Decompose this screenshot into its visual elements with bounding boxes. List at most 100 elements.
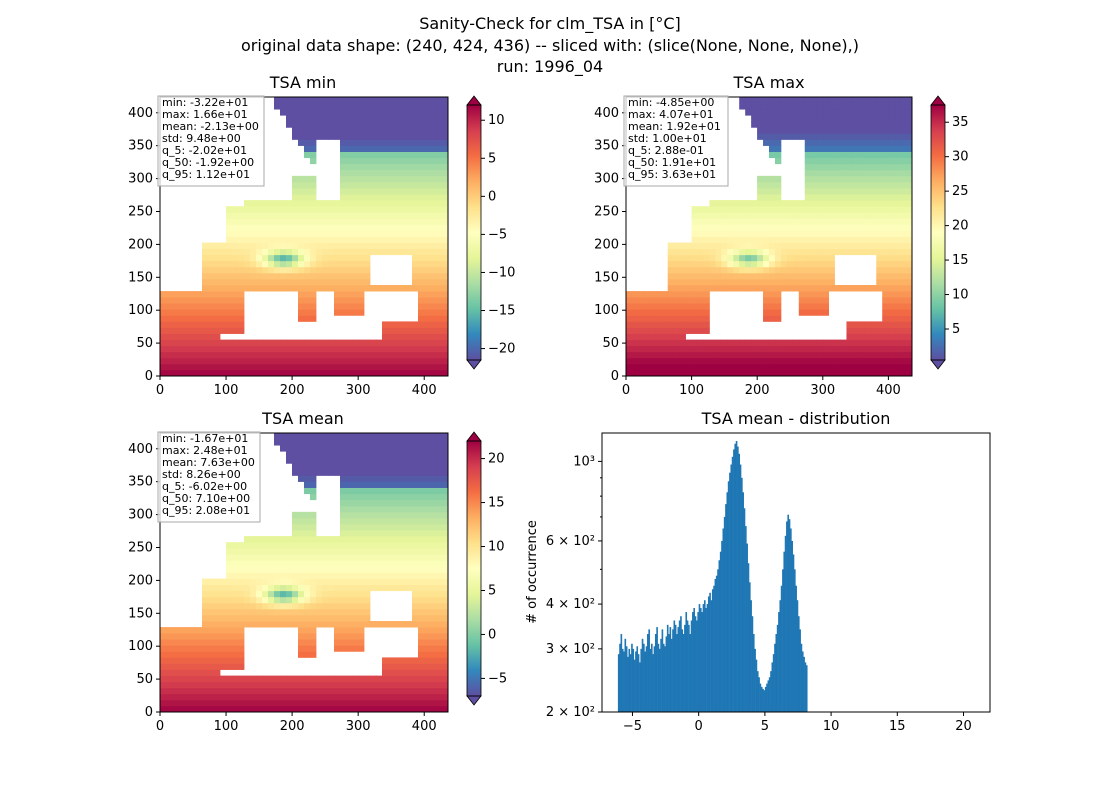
- map-cell: [436, 699, 443, 707]
- map-cell: [286, 542, 293, 549]
- map-cell: [888, 266, 895, 274]
- map-cell: [382, 548, 389, 555]
- map-cell: [316, 363, 323, 371]
- map-cell: [697, 272, 704, 280]
- map-cell: [226, 357, 233, 365]
- map-cell: [352, 499, 359, 507]
- map-cell: [346, 127, 353, 134]
- map-cell: [900, 145, 907, 152]
- map-cell: [388, 463, 395, 470]
- map-cell: [370, 548, 377, 555]
- map-cell: [208, 339, 215, 347]
- map-cell: [637, 315, 645, 322]
- map-cell: [715, 272, 722, 280]
- map-cell: [340, 560, 347, 567]
- map-cell: [298, 621, 305, 628]
- map-cell: [810, 369, 818, 377]
- map-cell: [430, 242, 437, 250]
- map-cell: [304, 602, 311, 610]
- map-cell: [190, 315, 197, 322]
- map-cell: [763, 139, 770, 146]
- map-cell: [751, 97, 758, 104]
- map-cell: [382, 333, 389, 341]
- map-cell: [298, 315, 305, 322]
- map-cell: [238, 596, 245, 604]
- map-cell: [226, 590, 233, 598]
- map-cell: [328, 224, 335, 231]
- map-cell: [418, 254, 425, 262]
- map-cell: [685, 285, 692, 292]
- map-cell: [274, 560, 281, 567]
- map-cell: [334, 621, 341, 628]
- map-cell: [810, 145, 818, 152]
- map-cell: [882, 285, 889, 292]
- map-cell: [721, 242, 728, 250]
- map-cell: [406, 621, 413, 628]
- map-cell: [739, 230, 746, 237]
- histogram-bar: [752, 634, 755, 712]
- x-tick-label: 200: [280, 719, 305, 734]
- map-cell: [310, 481, 317, 488]
- map-cell: [298, 542, 305, 549]
- map-cell: [906, 242, 913, 250]
- map-cell: [709, 230, 716, 237]
- map-cell: [876, 181, 883, 189]
- map-cell: [160, 639, 167, 646]
- map-cell: [298, 236, 305, 243]
- map-cell: [430, 578, 437, 586]
- map-cell: [358, 163, 365, 171]
- map-cell: [328, 596, 335, 604]
- map-cell: [637, 291, 645, 298]
- map-cell: [400, 212, 407, 219]
- map-cell: [334, 357, 341, 365]
- map-cell: [412, 157, 419, 165]
- map-cell: [888, 291, 895, 298]
- histogram-bar: [629, 654, 632, 712]
- map-cell: [292, 266, 299, 274]
- map-cell: [774, 139, 782, 146]
- map-cell: [418, 505, 425, 513]
- map-cell: [436, 115, 443, 122]
- map-cell: [828, 224, 835, 231]
- map-cell: [763, 357, 770, 365]
- map-cell: [328, 230, 335, 237]
- map-cell: [631, 321, 639, 328]
- map-cell: [352, 602, 359, 610]
- map-cell: [244, 369, 251, 377]
- map-cell: [394, 699, 401, 707]
- y-tick-label: 400: [594, 106, 619, 121]
- map-cell: [322, 584, 329, 592]
- map-cell: [322, 206, 329, 213]
- map-cell: [172, 339, 179, 347]
- map-cell: [352, 548, 359, 555]
- map-cell: [900, 97, 907, 104]
- map-cell: [190, 333, 197, 341]
- map-cell: [220, 590, 227, 598]
- map-cell: [298, 645, 305, 652]
- map-cell: [352, 175, 359, 183]
- map-cell: [840, 109, 847, 116]
- map-cell: [418, 445, 425, 452]
- map-cell: [418, 278, 425, 286]
- map-cell: [442, 505, 449, 513]
- map-cell: [631, 345, 639, 353]
- map-cell: [346, 133, 353, 140]
- map-cell: [304, 445, 311, 452]
- map-cell: [346, 463, 353, 470]
- map-cell: [834, 363, 841, 371]
- map-cell: [442, 663, 449, 670]
- map-cell: [376, 481, 383, 488]
- map-cell: [310, 645, 317, 652]
- map-cell: [214, 621, 221, 628]
- map-cell: [256, 248, 263, 256]
- map-cell: [226, 254, 233, 262]
- map-cell: [430, 260, 437, 268]
- map-cell: [418, 542, 425, 549]
- map-cell: [418, 315, 425, 322]
- map-cell: [703, 345, 710, 353]
- histogram-bar: [745, 526, 747, 712]
- map-cell: [232, 218, 239, 225]
- map-cell: [382, 285, 389, 292]
- map-cell: [810, 248, 818, 256]
- map-cell: [828, 285, 835, 292]
